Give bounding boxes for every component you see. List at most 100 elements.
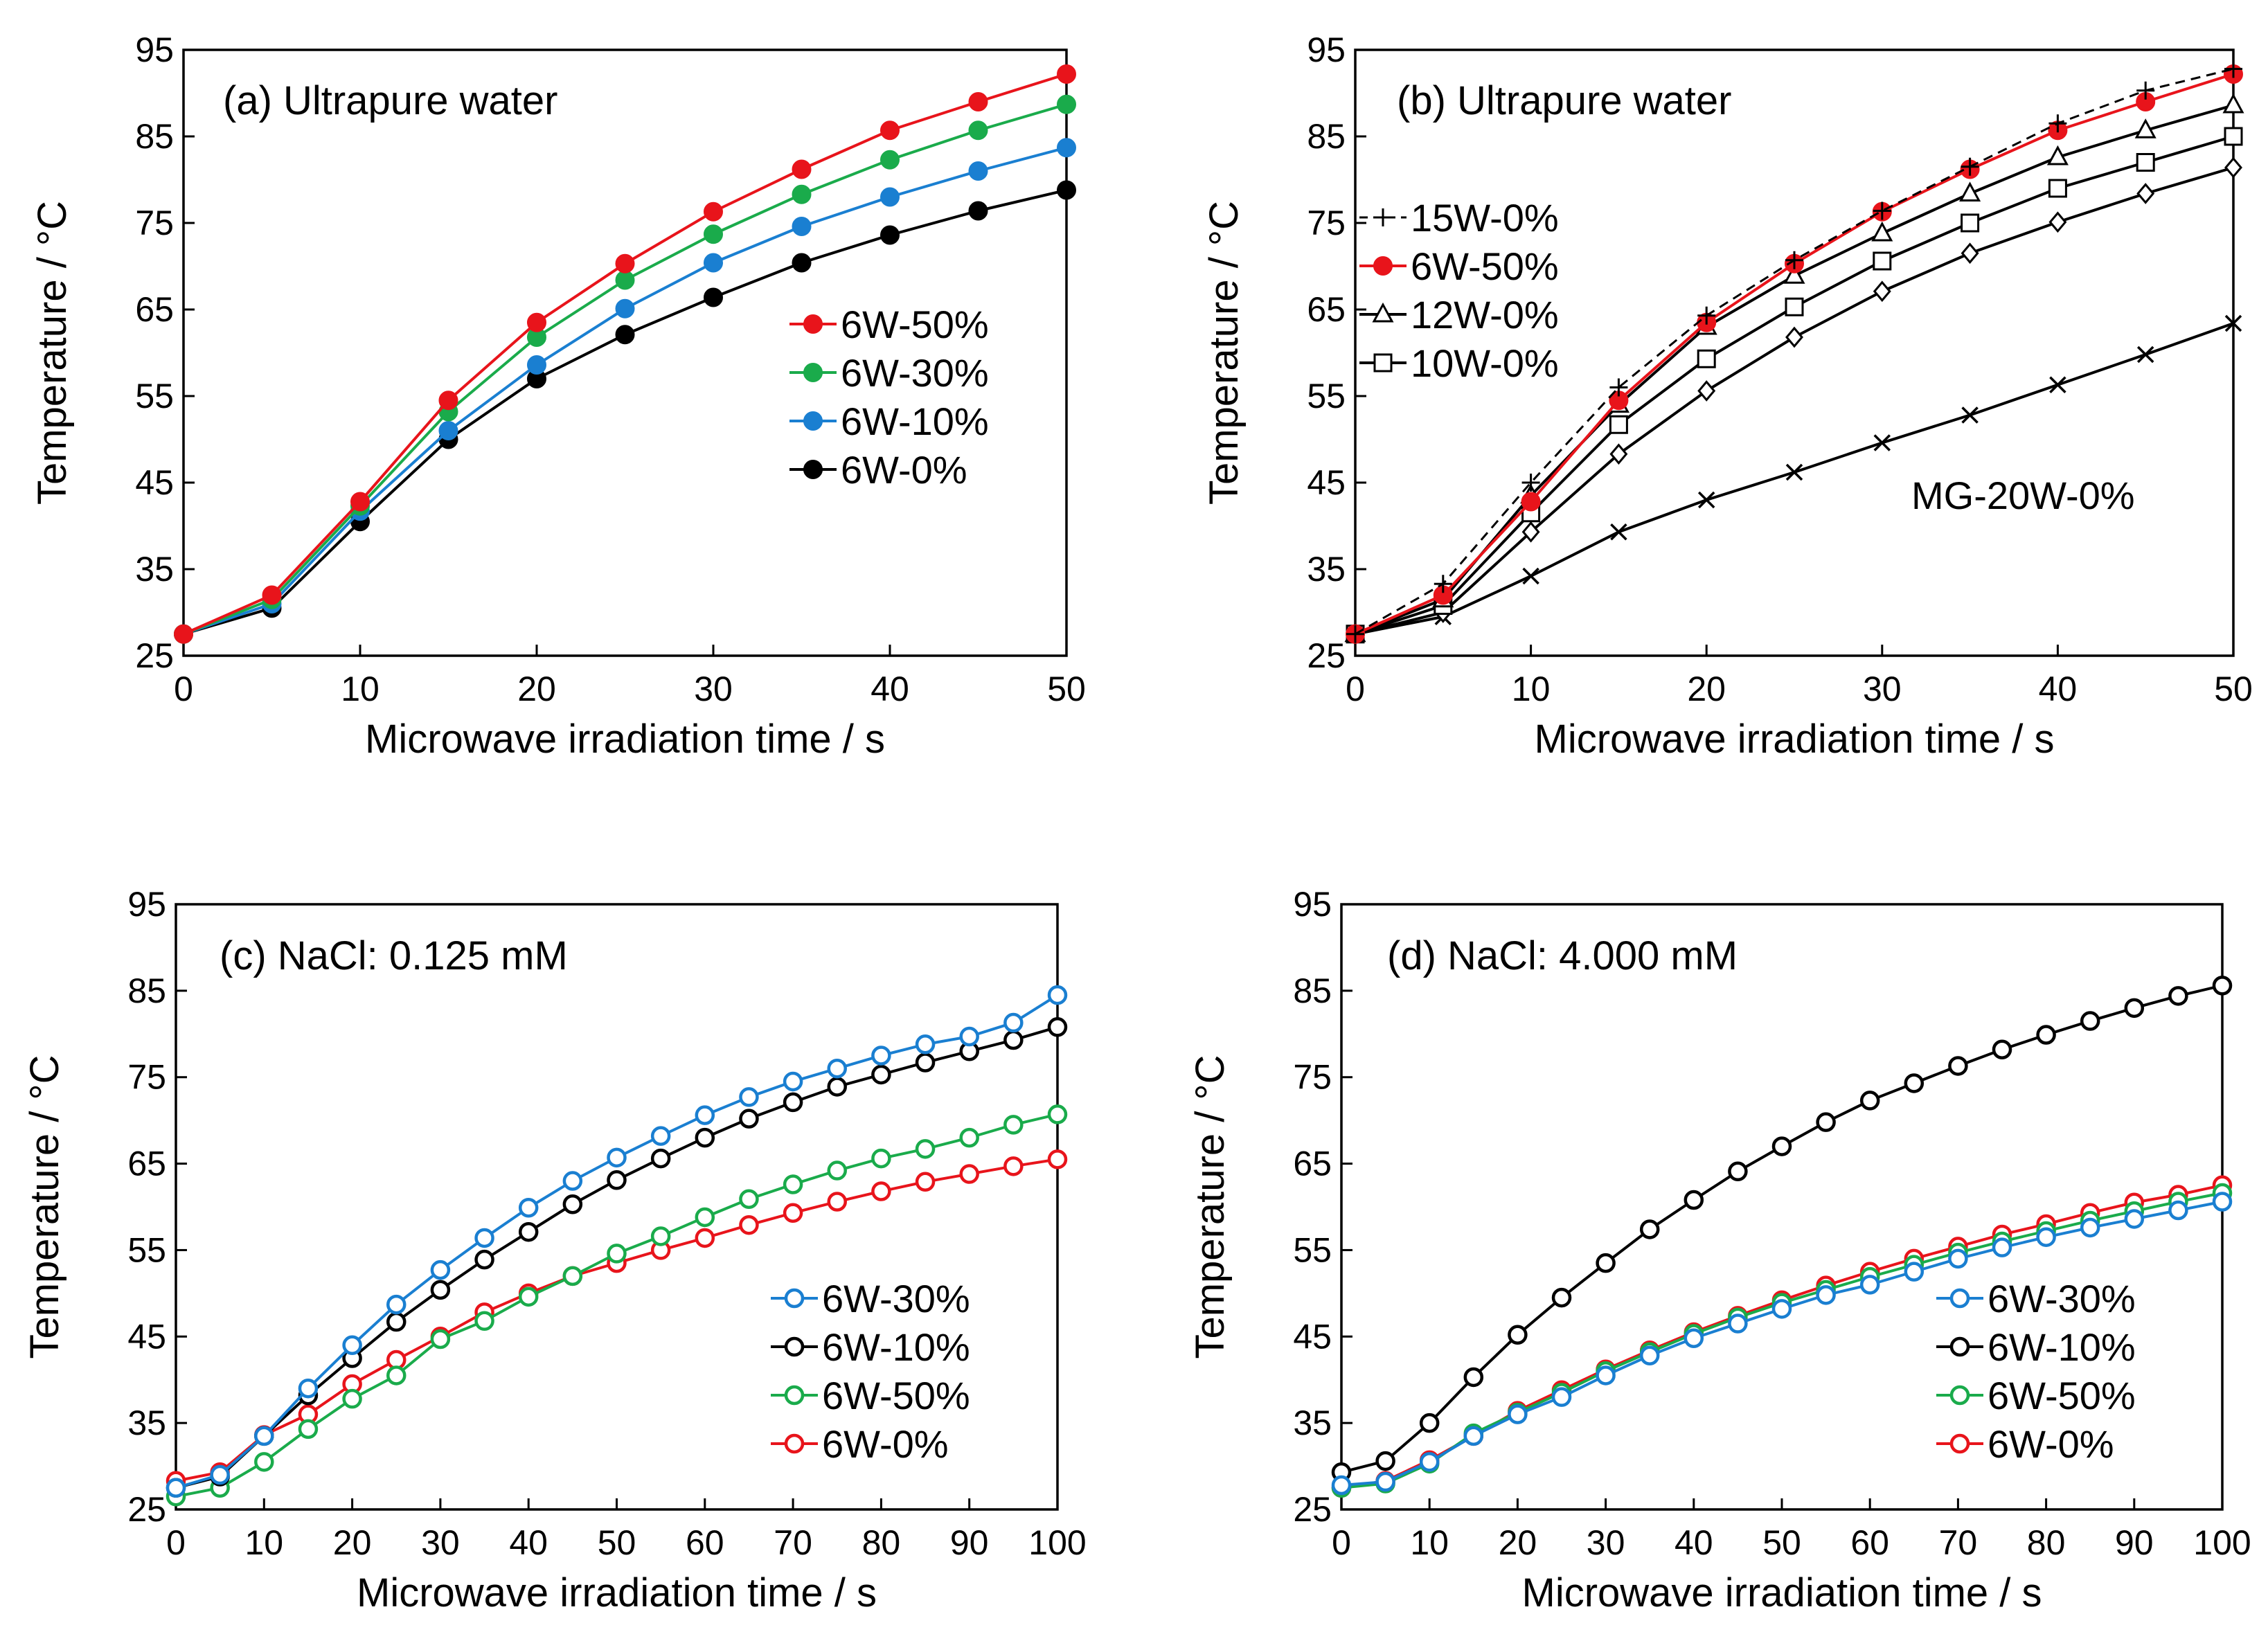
data-point bbox=[650, 1148, 671, 1169]
data-point bbox=[1609, 415, 1628, 434]
data-point bbox=[1003, 1030, 1024, 1050]
data-point bbox=[871, 1064, 891, 1085]
data-point bbox=[871, 1046, 891, 1066]
series-6w-30- bbox=[1331, 1192, 2233, 1496]
legend-marker bbox=[1374, 208, 1392, 226]
data-point bbox=[792, 253, 812, 273]
y-tick-label: 75 bbox=[135, 204, 174, 242]
legend-label: 6W-50% bbox=[1988, 1374, 2136, 1417]
legend-label: 6W-50% bbox=[1411, 244, 1559, 288]
x-tick-label: 10 bbox=[244, 1523, 283, 1562]
x-tick-label: 30 bbox=[421, 1523, 460, 1562]
legend-marker bbox=[1949, 1288, 1970, 1309]
legend-label: 6W-30% bbox=[841, 351, 989, 395]
x-tick-label: 10 bbox=[1512, 670, 1551, 708]
data-point bbox=[607, 1244, 627, 1264]
data-point bbox=[1057, 94, 1076, 114]
legend-label: 6W-10% bbox=[822, 1325, 970, 1369]
data-point bbox=[792, 159, 812, 179]
data-point bbox=[704, 201, 723, 222]
data-point bbox=[1771, 1299, 1792, 1319]
x-tick-label: 100 bbox=[1028, 1523, 1086, 1562]
data-point bbox=[2048, 211, 2067, 233]
data-point bbox=[1785, 297, 1804, 316]
data-point bbox=[880, 120, 900, 141]
data-point bbox=[1047, 1104, 1068, 1124]
x-tick-label: 90 bbox=[2115, 1523, 2154, 1562]
data-point bbox=[1961, 213, 1980, 233]
data-point bbox=[210, 1464, 230, 1485]
x-tick-label: 30 bbox=[1587, 1523, 1625, 1562]
data-point bbox=[1003, 1156, 1024, 1176]
data-point bbox=[968, 120, 988, 141]
x-tick-label: 50 bbox=[2214, 670, 2253, 708]
data-point bbox=[739, 1189, 759, 1210]
legend-label: 6W-0% bbox=[841, 448, 967, 492]
data-point bbox=[1434, 575, 1452, 593]
data-point bbox=[880, 187, 900, 207]
data-point bbox=[518, 1286, 539, 1307]
legend-label: 12W-0% bbox=[1411, 293, 1559, 337]
x-tick-label: 30 bbox=[694, 670, 733, 708]
data-point bbox=[1521, 492, 1541, 512]
legend-marker bbox=[1373, 256, 1393, 276]
data-point bbox=[915, 1172, 936, 1192]
data-point bbox=[2046, 145, 2069, 165]
data-point bbox=[915, 1139, 936, 1159]
data-point bbox=[254, 1452, 274, 1472]
data-point bbox=[430, 1259, 451, 1280]
y-tick-label: 55 bbox=[135, 377, 174, 415]
data-point bbox=[704, 287, 723, 307]
legend-marker bbox=[803, 363, 823, 382]
y-axis-label: Temperature / °C bbox=[22, 1055, 67, 1358]
data-point bbox=[650, 1126, 671, 1146]
data-point bbox=[1948, 1248, 1968, 1269]
y-tick-label: 75 bbox=[1307, 204, 1346, 242]
data-point bbox=[1003, 1012, 1024, 1033]
series-annotation: MG-20W-0% bbox=[1911, 474, 2135, 517]
data-point bbox=[1047, 1017, 1068, 1037]
plot-frame bbox=[1354, 48, 2235, 657]
x-tick-label: 100 bbox=[2193, 1523, 2251, 1562]
x-tick-label: 40 bbox=[1675, 1523, 1713, 1562]
legend-marker bbox=[1949, 1385, 1970, 1406]
data-point bbox=[262, 585, 282, 605]
data-point bbox=[1873, 434, 1891, 451]
data-point bbox=[2212, 1192, 2233, 1212]
series-mg-20w-0- bbox=[1346, 314, 2242, 643]
x-tick-label: 50 bbox=[1762, 1523, 1801, 1562]
panel-title: (a) Ultrapure water bbox=[223, 78, 557, 123]
data-point bbox=[518, 1221, 539, 1242]
data-point bbox=[2224, 60, 2242, 78]
data-point bbox=[968, 161, 988, 181]
data-point bbox=[1551, 1287, 1572, 1308]
legend-marker bbox=[784, 1385, 805, 1406]
data-point bbox=[827, 1077, 847, 1097]
legend-marker bbox=[803, 314, 823, 334]
data-point bbox=[968, 201, 988, 221]
data-point bbox=[1697, 306, 1716, 325]
data-point bbox=[1783, 264, 1805, 284]
data-point bbox=[350, 492, 370, 512]
data-point bbox=[783, 1071, 803, 1092]
y-tick-label: 65 bbox=[135, 290, 174, 329]
data-point bbox=[1609, 443, 1628, 465]
data-point bbox=[430, 1329, 451, 1349]
y-tick-label: 35 bbox=[1307, 550, 1346, 589]
x-tick-label: 0 bbox=[174, 670, 193, 708]
x-tick-label: 20 bbox=[517, 670, 556, 708]
x-tick-label: 80 bbox=[2027, 1523, 2066, 1562]
data-point bbox=[1003, 1115, 1024, 1135]
y-tick-label: 85 bbox=[1307, 117, 1346, 156]
y-tick-label: 65 bbox=[127, 1145, 166, 1183]
data-point bbox=[1961, 406, 1979, 424]
data-point bbox=[2136, 81, 2155, 100]
data-point bbox=[474, 1249, 494, 1270]
data-point bbox=[880, 150, 900, 170]
data-point bbox=[386, 1311, 407, 1332]
y-tick-label: 95 bbox=[1307, 30, 1346, 69]
data-point bbox=[739, 1109, 759, 1129]
data-point bbox=[174, 624, 193, 644]
data-point bbox=[1551, 1387, 1572, 1407]
